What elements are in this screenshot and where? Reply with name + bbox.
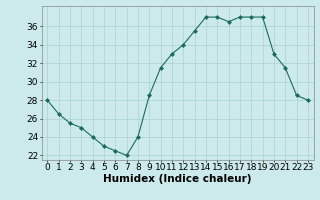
X-axis label: Humidex (Indice chaleur): Humidex (Indice chaleur) — [103, 174, 252, 184]
